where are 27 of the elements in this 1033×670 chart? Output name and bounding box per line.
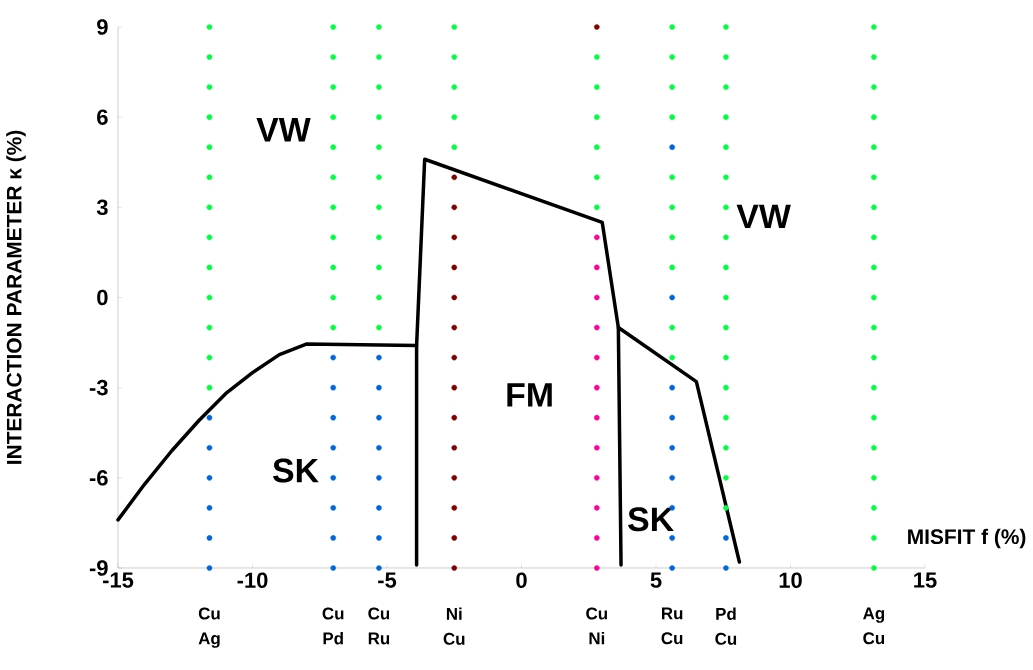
- text: Ag Cu: [863, 607, 885, 645]
- text: Cu Ru: [368, 607, 390, 645]
- annotation: VW: [256, 118, 311, 142]
- y-tick-label: 9: [97, 19, 108, 35]
- y-tick-label: -6: [89, 470, 108, 486]
- x-tick-label: 10: [779, 572, 802, 589]
- y-tick-label: 3: [96, 199, 108, 216]
- x-tick-label: 5: [650, 572, 662, 588]
- text: Ru Cu: [661, 607, 683, 645]
- annotation: FM: [507, 383, 552, 407]
- x-tick-label: 0: [516, 572, 527, 589]
- text: Cu Pd: [322, 607, 344, 645]
- x-tick-label: -10: [237, 572, 268, 589]
- x-tick-label: 15: [914, 572, 937, 588]
- y-tick-label: -3: [89, 379, 108, 396]
- annotation: SK: [628, 507, 674, 532]
- text: Pd Cu: [715, 607, 737, 645]
- x-axis-title: MISFIT f (%): [908, 528, 1026, 549]
- text: Cu Ag: [198, 607, 220, 648]
- annotation: SK: [272, 458, 319, 483]
- x-tick-label: -5: [378, 572, 397, 588]
- y-axis-title: INTERACTION PARAMETER κ (%): [6, 130, 26, 464]
- text: Ni Cu: [443, 607, 465, 645]
- y-tick-label: 0: [97, 289, 108, 306]
- y-tick-label: 6: [97, 109, 108, 125]
- annotation: VW: [736, 204, 791, 228]
- text: Cu Ni: [586, 607, 607, 645]
